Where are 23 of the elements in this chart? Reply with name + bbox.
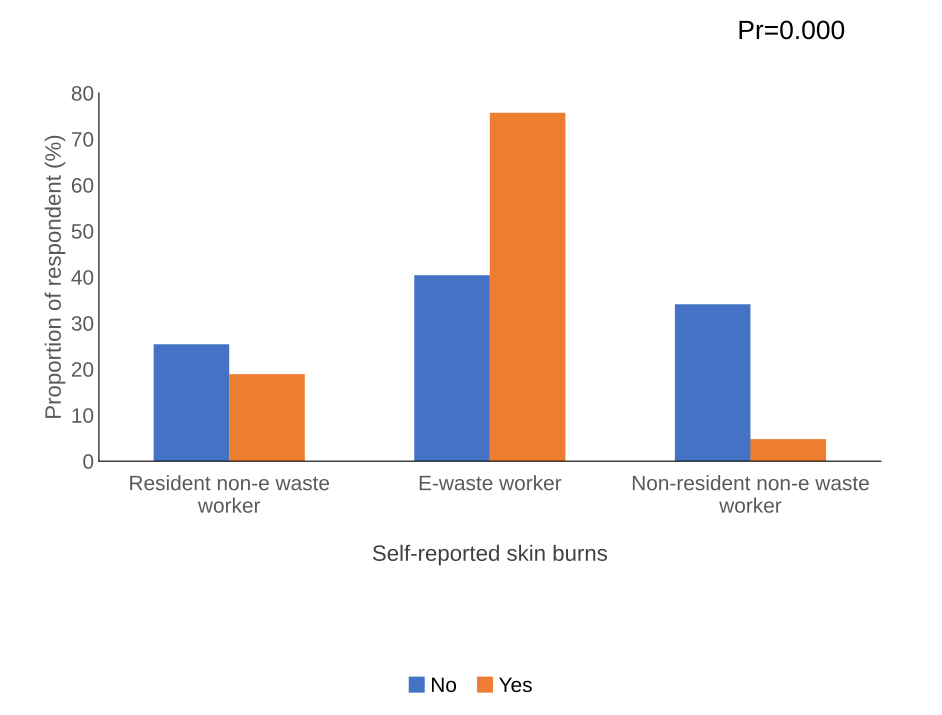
- bar: [414, 275, 490, 462]
- x-tick-label: Non-resident non-e waste worker: [632, 475, 869, 513]
- y-tick-label: 0: [83, 454, 94, 469]
- legend-label: No: [432, 678, 456, 692]
- text: Pr=0.000: [740, 20, 844, 40]
- bar: [674, 304, 750, 462]
- bar: [154, 344, 230, 462]
- y-tick-label: 10: [72, 408, 94, 423]
- y-tick-label: 60: [72, 178, 94, 193]
- y-tick-label: 80: [72, 86, 94, 101]
- bar: [229, 374, 305, 462]
- bar: [490, 112, 566, 462]
- y-axis-title: Proportion of respondent (%): [44, 136, 66, 418]
- y-tick-label: 70: [72, 132, 94, 147]
- x-tick-label: E-waste worker: [420, 475, 562, 490]
- x-axis-title: Self-reported skin burns: [372, 544, 608, 566]
- y-tick-label: 20: [72, 362, 94, 377]
- y-tick-label: 30: [72, 316, 94, 331]
- x-tick-label: Resident non-e waste worker: [130, 475, 330, 513]
- y-tick-label: 50: [72, 224, 94, 239]
- legend-label: Yes: [499, 678, 532, 692]
- y-tick-label: 40: [71, 270, 94, 285]
- bar: [750, 439, 826, 462]
